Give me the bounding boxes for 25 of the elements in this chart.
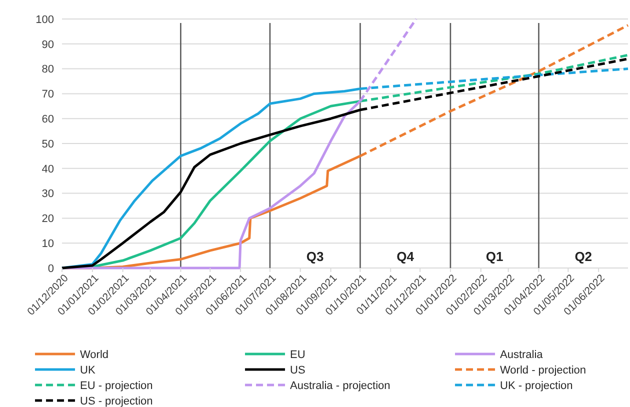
y-tick-label: 70: [42, 88, 54, 101]
annotation: Q4: [396, 249, 415, 264]
y-tick-label: 60: [42, 113, 54, 126]
legend-label: World: [80, 348, 109, 361]
y-tick-label: 0: [48, 262, 54, 275]
legend-label: UK: [80, 364, 96, 376]
legend-label: Australia - projection: [290, 380, 390, 392]
legend-label: US: [290, 364, 306, 376]
legend-label: EU - projection: [80, 380, 153, 392]
legend-label: Australia: [500, 348, 544, 361]
y-tick-label: 80: [42, 64, 54, 76]
y-tick-label: 20: [42, 213, 54, 226]
legend-label: EU: [290, 348, 306, 361]
y-tick-label: 100: [36, 14, 54, 26]
y-tick-label: 50: [42, 138, 54, 150]
annotation: Q1: [486, 249, 504, 264]
y-tick-label: 10: [42, 238, 54, 250]
legend-label: World - projection: [500, 364, 586, 376]
legend-label: US - projection: [80, 395, 153, 407]
annotation: Q3: [306, 249, 324, 264]
annotation: Q2: [574, 249, 592, 264]
y-tick-label: 30: [42, 188, 54, 200]
legend-label: UK - projection: [500, 380, 573, 392]
y-tick-label: 90: [42, 38, 54, 51]
y-tick-label: 40: [42, 163, 54, 176]
